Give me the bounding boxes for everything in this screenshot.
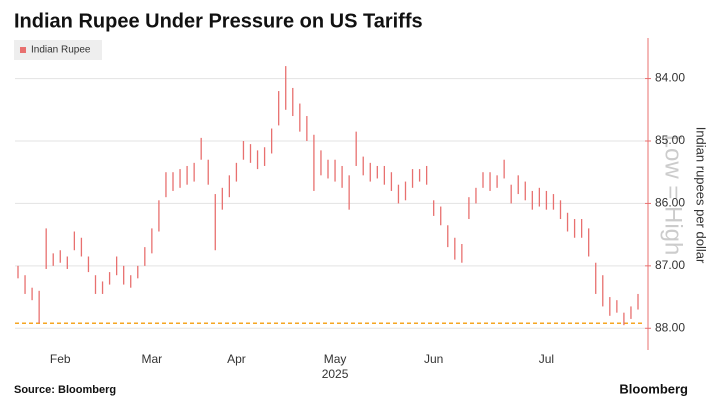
legend-swatch [20, 47, 26, 53]
x-tick-label: Mar [142, 352, 163, 366]
x-tick-label: Jul [539, 352, 554, 366]
watermark: Low = High [660, 135, 687, 256]
legend-label: Indian Rupee [31, 45, 91, 56]
x-tick-label: Apr [227, 352, 246, 366]
legend-box [14, 40, 102, 60]
y-tick-label: 88.00 [655, 320, 685, 334]
year-label: 2025 [322, 367, 349, 381]
y-tick-label: 85.00 [655, 133, 685, 147]
y-tick-label: 84.00 [655, 71, 685, 85]
source: Source: Bloomberg [14, 384, 116, 396]
y-tick-label: 87.00 [655, 258, 685, 272]
x-tick-label: Feb [50, 352, 71, 366]
logo: Bloomberg [619, 381, 688, 396]
y-tick-label: 86.00 [655, 196, 685, 210]
x-tick-label: May [324, 352, 347, 366]
chart-title: Indian Rupee Under Pressure on US Tariff… [14, 10, 423, 32]
x-tick-label: Jun [424, 352, 443, 366]
y-axis-label: Indian rupees per dollar [694, 127, 709, 264]
